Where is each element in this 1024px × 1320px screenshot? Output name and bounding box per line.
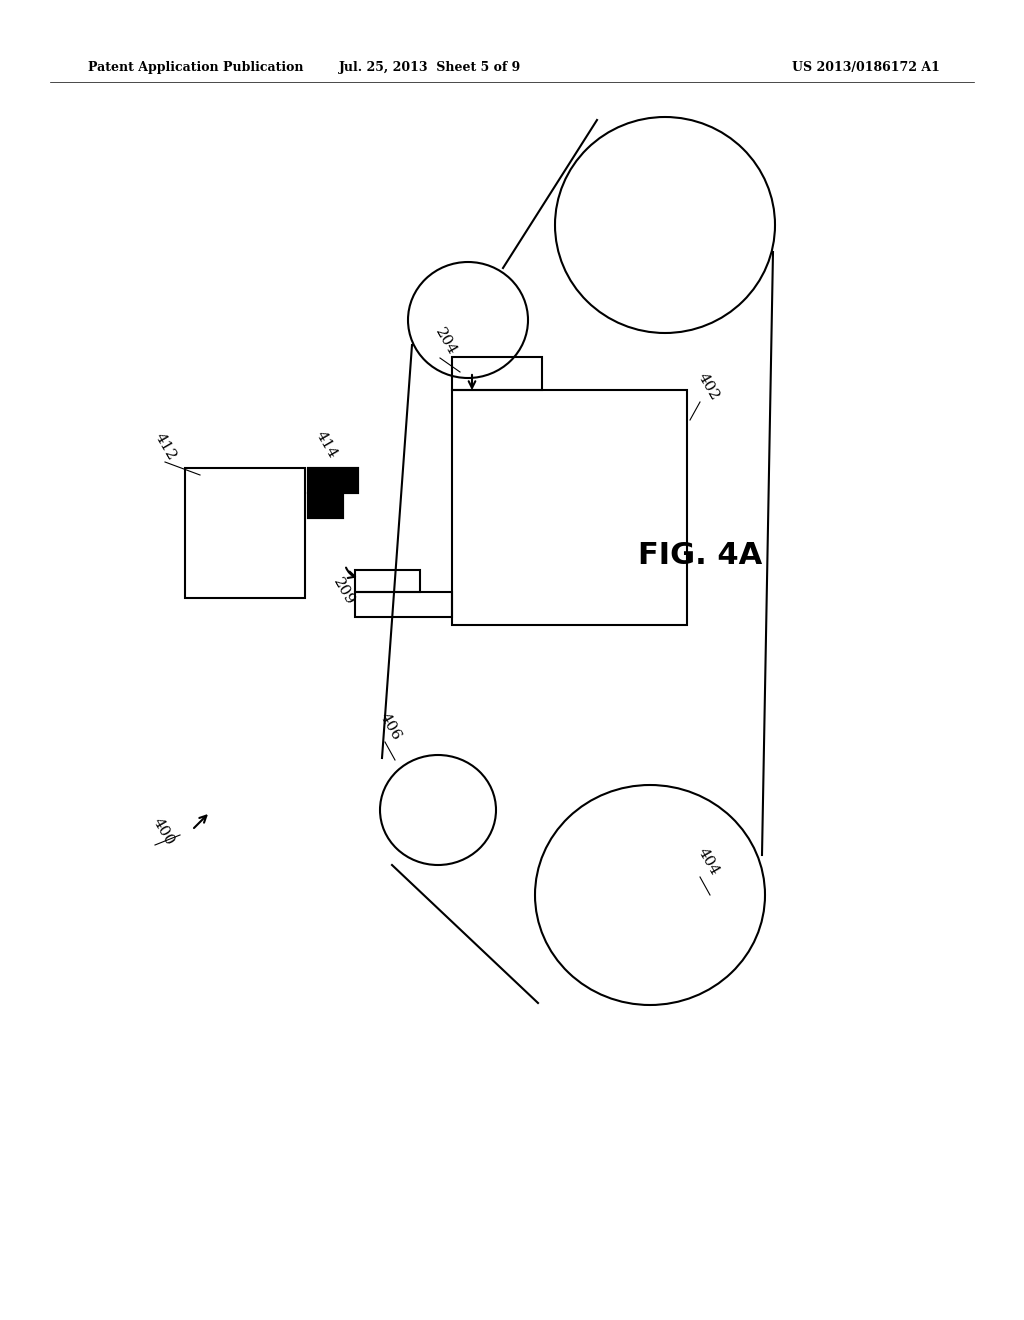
Bar xyxy=(308,469,358,492)
Text: 414: 414 xyxy=(313,429,340,461)
Text: 404: 404 xyxy=(695,846,722,878)
Text: 400: 400 xyxy=(150,816,177,847)
Text: 209: 209 xyxy=(330,576,356,609)
Bar xyxy=(308,492,343,517)
Bar xyxy=(185,469,305,598)
Text: 204: 204 xyxy=(432,326,459,358)
Bar xyxy=(452,389,687,624)
Bar xyxy=(308,469,358,492)
Text: FIG. 4A: FIG. 4A xyxy=(638,540,762,569)
Text: 402: 402 xyxy=(695,371,722,403)
Bar xyxy=(355,591,452,616)
Text: 412: 412 xyxy=(152,430,179,463)
Text: Patent Application Publication: Patent Application Publication xyxy=(88,62,303,74)
Bar xyxy=(308,492,343,517)
Bar xyxy=(452,356,542,389)
Text: US 2013/0186172 A1: US 2013/0186172 A1 xyxy=(793,62,940,74)
Text: 406: 406 xyxy=(377,710,403,743)
Bar xyxy=(355,570,420,591)
Text: Jul. 25, 2013  Sheet 5 of 9: Jul. 25, 2013 Sheet 5 of 9 xyxy=(339,62,521,74)
